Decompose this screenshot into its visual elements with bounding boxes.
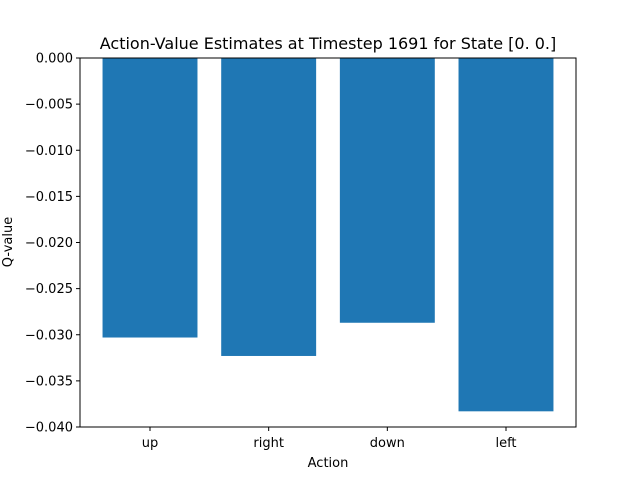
bar-down: [339, 58, 435, 323]
y-axis-label: Q-value: [1, 217, 16, 267]
x-tick-label-left: left: [495, 436, 516, 451]
y-axis-ticks: 0.000 −0.005 −0.010 −0.015 −0.020 −0.025 −0.03…: [25, 52, 80, 436]
y-tick-label: −0.030: [25, 328, 73, 343]
plot-frame: [79, 57, 577, 428]
x-tick-label-down: down: [370, 436, 405, 451]
x-axis-ticks: up right down left: [142, 427, 517, 451]
x-tick-label-right: right: [253, 436, 284, 451]
y-tick-label: 0.000: [36, 52, 73, 67]
chart-title: Action-Value Estimates at Timestep 1691 …: [100, 34, 557, 53]
bar-left: [458, 58, 554, 412]
y-tick-label: −0.025: [25, 282, 73, 297]
y-tick-label: −0.020: [25, 236, 73, 251]
bar-right: [221, 58, 317, 356]
y-tick-label: −0.005: [25, 98, 73, 113]
y-tick-label: −0.010: [25, 144, 73, 159]
x-tick-label-up: up: [142, 436, 159, 451]
bar-up: [102, 58, 198, 338]
y-tick-label: −0.015: [25, 190, 73, 205]
bars-group: [102, 58, 554, 412]
x-axis-label: Action: [308, 456, 349, 471]
y-tick-label: −0.040: [25, 421, 73, 436]
y-tick-label: −0.035: [25, 374, 73, 389]
